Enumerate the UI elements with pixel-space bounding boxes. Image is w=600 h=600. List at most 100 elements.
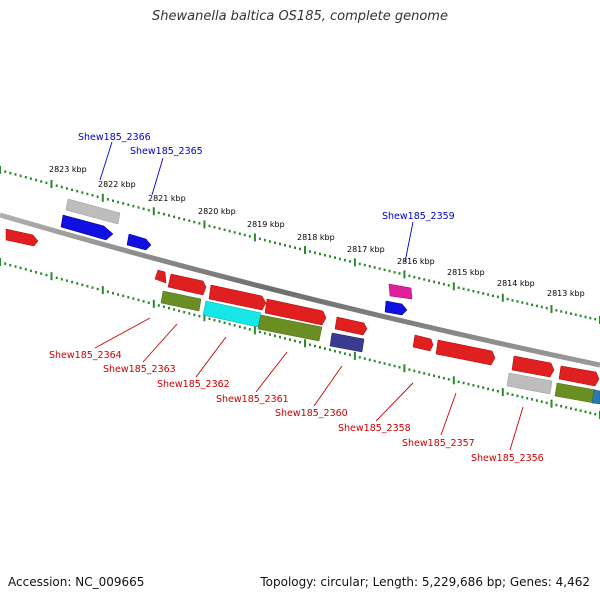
scale-dot xyxy=(284,244,286,247)
scale-dot xyxy=(368,265,371,268)
scale-dot xyxy=(4,262,7,265)
scale-dot xyxy=(223,321,226,324)
scale-dot xyxy=(418,277,421,280)
gene-label[interactable]: Shew185_2357 xyxy=(402,438,475,449)
scale-dot xyxy=(162,212,165,216)
scale-dot xyxy=(343,352,346,355)
scale-dot xyxy=(398,366,401,369)
scale-dot xyxy=(71,280,74,284)
scale-dot xyxy=(388,363,391,366)
gene-label[interactable]: Shew185_2361 xyxy=(216,394,289,405)
scale-dot xyxy=(65,187,68,190)
scale-dot xyxy=(363,263,366,267)
gene-label[interactable]: Shew185_2363 xyxy=(103,364,176,375)
scale-dot xyxy=(263,238,266,242)
scale-dot xyxy=(383,362,386,365)
scale-dot xyxy=(457,286,460,289)
scale-dot xyxy=(213,318,216,322)
scale-dot xyxy=(428,373,431,376)
scale-dot xyxy=(545,306,548,310)
gene-label[interactable]: Shew185_2365 xyxy=(130,146,203,157)
scale-dot xyxy=(496,295,499,299)
scale-dot xyxy=(467,382,470,386)
gene-block xyxy=(554,382,597,404)
gene-label[interactable]: Shew185_2364 xyxy=(49,350,122,361)
label-leaders xyxy=(94,141,524,451)
scale-dot xyxy=(378,361,381,364)
scale-tick-major xyxy=(203,313,206,322)
kbp-label: 2818 kbp xyxy=(297,233,335,242)
scale-dot xyxy=(383,268,386,272)
scale-dot xyxy=(540,305,543,309)
scale-dot xyxy=(137,206,140,209)
scale-dot xyxy=(29,177,32,180)
scale-dot xyxy=(81,283,84,287)
scale-dot xyxy=(555,309,558,312)
gene-label[interactable]: Shew185_2366 xyxy=(78,132,151,143)
scale-dot xyxy=(467,288,470,292)
scale-dot xyxy=(506,297,509,301)
scale-dot xyxy=(233,324,236,327)
scale-dot xyxy=(358,356,361,359)
scale-dot xyxy=(299,341,301,344)
scale-dot xyxy=(565,311,568,314)
map-title: Shewanella baltica OS185, complete genom… xyxy=(152,9,448,24)
scale-dot xyxy=(60,278,63,281)
scale-dot xyxy=(132,297,135,300)
scale-dot xyxy=(188,312,191,315)
gene-block xyxy=(591,389,600,405)
scale-dot xyxy=(574,408,577,411)
lower-scale-track xyxy=(0,258,600,419)
scale-dot xyxy=(294,339,296,343)
scale-dot xyxy=(218,227,221,230)
kbp-label: 2823 kbp xyxy=(49,165,87,174)
kbp-label: 2815 kbp xyxy=(447,268,485,277)
scale-dot xyxy=(106,290,109,293)
scale-dot xyxy=(122,294,125,298)
scale-tick-major xyxy=(152,207,155,216)
scale-dot xyxy=(122,202,125,205)
gene-label[interactable]: Shew185_2359 xyxy=(382,211,455,222)
scale-dot xyxy=(535,399,538,402)
gene-block xyxy=(264,298,327,326)
scale-dot xyxy=(24,176,27,179)
scale-dot xyxy=(208,317,211,320)
scale-dot xyxy=(570,312,572,315)
scale-dot xyxy=(106,198,109,201)
scale-dot xyxy=(373,359,376,363)
scale-dot xyxy=(482,386,485,389)
gene-block xyxy=(208,284,267,311)
scale-dot xyxy=(438,281,440,285)
scale-dot xyxy=(35,271,38,274)
scale-dot xyxy=(511,299,514,302)
gene-label[interactable]: Shew185_2356 xyxy=(471,453,544,464)
scale-dot xyxy=(208,224,211,228)
scale-tick-major xyxy=(50,272,53,281)
scale-dot xyxy=(477,385,480,388)
scale-dot xyxy=(560,310,563,313)
scale-dot xyxy=(584,410,587,414)
scale-dot xyxy=(348,353,351,357)
scale-dot xyxy=(183,310,186,314)
scale-tick-major xyxy=(304,339,306,348)
scale-dot xyxy=(506,392,509,395)
scale-dot xyxy=(248,235,251,238)
scale-dot xyxy=(96,195,99,198)
scale-dot xyxy=(223,228,226,232)
scale-dot xyxy=(555,403,558,407)
scale-dot xyxy=(168,214,170,217)
scale-dot xyxy=(309,250,311,253)
scale-dot xyxy=(294,246,296,249)
scale-dot xyxy=(112,199,114,202)
scale-dot xyxy=(408,368,411,371)
scale-dot xyxy=(268,333,271,336)
gene-label[interactable]: Shew185_2360 xyxy=(275,408,348,419)
scale-dot xyxy=(516,300,519,303)
scale-dot xyxy=(218,320,221,323)
gene-label[interactable]: Shew185_2362 xyxy=(157,379,230,390)
scale-dot xyxy=(228,229,231,233)
scale-dot xyxy=(284,337,286,340)
kbp-scale-labels: 2823 kbp 2822 kbp 2821 kbp 2820 kbp 2819… xyxy=(49,165,585,298)
gene-label[interactable]: Shew185_2358 xyxy=(338,423,411,434)
